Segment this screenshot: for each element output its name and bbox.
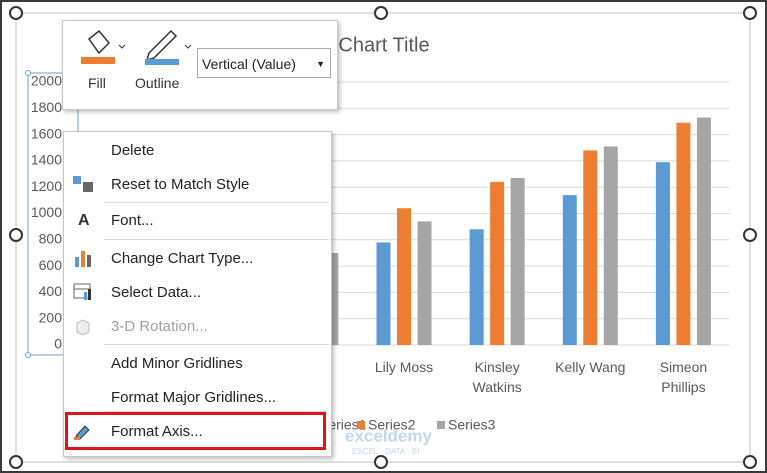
outline-label[interactable]: Outline: [135, 75, 180, 91]
bar: [397, 208, 411, 345]
dropdown-arrow: ▼: [316, 59, 325, 69]
x-tick-label: Lily Moss: [374, 359, 434, 375]
y-tick-label: 1000: [31, 204, 62, 220]
y-tick-label: 1400: [31, 152, 62, 168]
legend-label: Series3: [448, 417, 496, 433]
watermark-tagline: EXCEL · DATA · BI: [352, 447, 419, 456]
separator: [104, 411, 329, 412]
bar: [469, 229, 484, 345]
y-tick-label: 1200: [31, 178, 62, 194]
watermark: exceldemy EXCEL · DATA · BI: [345, 426, 432, 456]
legend-swatch: [437, 421, 445, 429]
chart-title: Chart Title: [338, 34, 429, 56]
menu-item[interactable]: Font...: [111, 212, 154, 229]
x-tick-label: Kelly Wang: [555, 359, 626, 375]
menu-item[interactable]: Select Data...: [111, 284, 202, 301]
x-tick-label-box: Simeon Phillips: [659, 359, 708, 395]
outline-icon[interactable]: [141, 27, 201, 71]
y-tick-label: 1800: [31, 99, 62, 115]
bar: [696, 117, 711, 345]
bar: [376, 242, 391, 345]
y-tick-label: 200: [39, 309, 63, 325]
context-menu: Delete Reset to Match Style A Font... Ch…: [63, 131, 332, 457]
menu-item[interactable]: Delete: [111, 142, 155, 159]
y-tick-label: 600: [39, 257, 63, 273]
x-tick-label: Simeon Phillips: [659, 359, 708, 395]
bar: [583, 150, 598, 345]
dropdown-text: Vertical (Value): [202, 56, 296, 72]
menu-item[interactable]: Reset to Match Style: [111, 176, 250, 193]
select-data-icon: [73, 283, 91, 300]
fill-label[interactable]: Fill: [88, 75, 106, 91]
chart-type-icon: [75, 251, 91, 267]
legend-swatch: [357, 421, 365, 429]
x-tick-label-box: Kinsley Watkins: [472, 359, 522, 395]
menu-item[interactable]: Add Minor Gridlines: [111, 355, 243, 372]
menu-item-disabled: 3-D Rotation...: [111, 318, 208, 335]
fill-icon[interactable]: [77, 27, 137, 71]
font-icon: A: [78, 212, 90, 229]
x-tick-label-box: Kelly Wang: [555, 359, 626, 375]
bar: [417, 221, 432, 345]
bar: [655, 162, 670, 345]
menu-item[interactable]: Change Chart Type...: [111, 250, 254, 267]
bar: [490, 181, 505, 345]
menu-item[interactable]: Format Axis...: [111, 423, 203, 440]
separator: [104, 202, 329, 203]
bar: [603, 146, 618, 345]
y-tick-label: 2000: [31, 73, 62, 89]
reset-icon: [73, 176, 93, 194]
menu-item[interactable]: Format Major Gridlines...: [111, 389, 277, 406]
handles: [9, 6, 757, 469]
separator: [104, 239, 329, 240]
format-axis-icon: [74, 425, 90, 440]
x-tick-label: Kinsley Watkins: [472, 359, 522, 395]
separator: [104, 344, 329, 345]
y-tick-label: 400: [39, 283, 63, 299]
y-tick-label: 800: [39, 231, 63, 247]
highlight-box: [65, 412, 326, 450]
bar: [562, 195, 577, 345]
bar: [510, 177, 525, 345]
mini-toolbar: Fill Outline Vertical (Value) ▼: [62, 20, 338, 110]
legend-label: Series2: [368, 417, 416, 433]
y-tick-label: 0: [54, 336, 62, 352]
rotation-icon: [76, 319, 90, 336]
bar: [676, 122, 691, 345]
x-tick-label-box: Lily Moss: [374, 359, 434, 375]
y-tick-label: 1600: [31, 125, 62, 141]
element-dropdown[interactable]: Vertical (Value) ▼: [197, 48, 331, 78]
watermark-name: exceldemy: [345, 426, 432, 445]
